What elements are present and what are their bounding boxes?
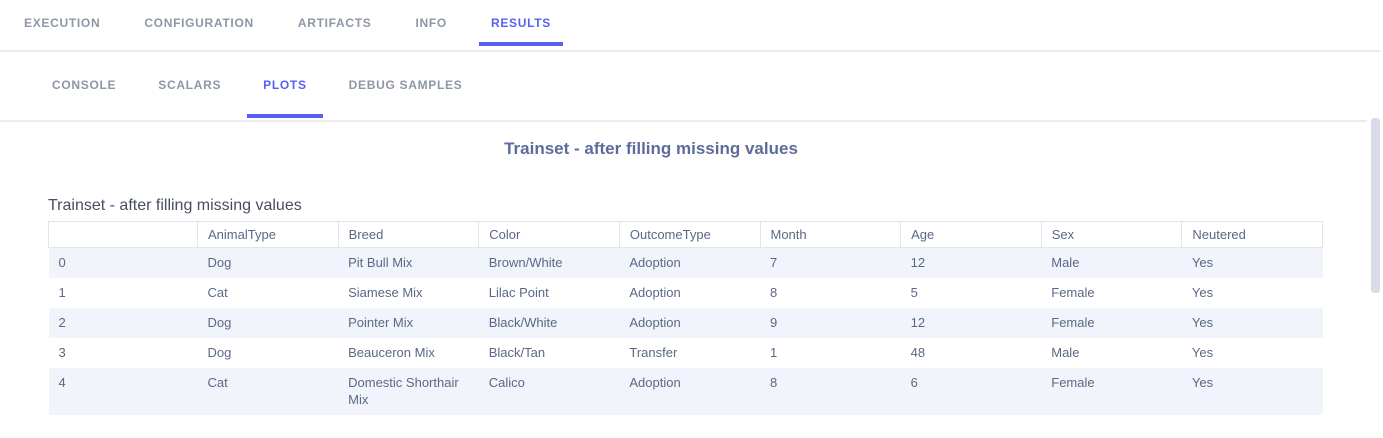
table-cell: 12: [910, 255, 926, 270]
tab-label: INFO: [415, 16, 447, 30]
plots-content: Trainset - after filling missing values …: [0, 139, 1383, 415]
column-header-sex: Sex: [1040, 221, 1183, 248]
table-cell: 5: [910, 285, 918, 300]
divider: [0, 50, 1380, 52]
table-cell: Domestic Shorthair Mix: [348, 375, 459, 407]
tab-label: DEBUG SAMPLES: [348, 78, 463, 92]
column-header-outcometype: OutcomeType: [618, 221, 761, 248]
table-cell: 1: [770, 345, 778, 360]
table-cell: 0: [58, 255, 66, 270]
table-row: 4 Cat Domestic Shorthair Mix Calico Adoption…: [48, 368, 1323, 415]
column-header-index: [48, 221, 198, 248]
tab-results[interactable]: RESULTS: [478, 0, 563, 46]
table-cell: Dog: [207, 315, 232, 330]
table-cell: Female: [1051, 375, 1095, 390]
table-title: Trainset - after filling missing values: [48, 197, 302, 214]
table-cell: 48: [910, 345, 926, 360]
tab-console[interactable]: CONSOLE: [36, 52, 132, 118]
table-cell: 6: [910, 375, 918, 390]
table-cell: Adoption: [629, 315, 681, 330]
table-cell: Yes: [1191, 375, 1214, 390]
table-cell: Siamese Mix: [348, 285, 423, 300]
column-header-color: Color: [478, 221, 620, 248]
table-cell: Pointer Mix: [348, 315, 414, 330]
table-cell: 9: [770, 315, 778, 330]
table-cell: Yes: [1191, 255, 1214, 270]
plot-title: Trainset - after filling missing values: [504, 139, 798, 158]
table-cell: Male: [1051, 345, 1080, 360]
table-cell: 8: [770, 375, 778, 390]
table-cell: 12: [910, 315, 926, 330]
table-cell: Yes: [1191, 315, 1214, 330]
vertical-scrollbar-thumb[interactable]: [1371, 118, 1380, 293]
table-cell: 7: [770, 255, 778, 270]
column-header-animaltype: AnimalType: [197, 221, 339, 248]
table-body: 0 Dog Pit Bull Mix Brown/White Adoption 7 12 Ma…: [48, 247, 1323, 415]
table-cell: Transfer: [629, 345, 678, 360]
tab-label: CONFIGURATION: [144, 16, 254, 30]
results-table: AnimalType Breed Color OutcomeType Month…: [48, 221, 1323, 415]
table-cell: Black/Tan: [488, 345, 546, 360]
column-header-breed: Breed: [337, 221, 480, 248]
tab-artifacts[interactable]: ARTIFACTS: [286, 0, 384, 46]
table-cell: Black/White: [488, 315, 558, 330]
table-cell: Dog: [207, 255, 232, 270]
table-cell: 3: [58, 345, 66, 360]
table-header: AnimalType Breed Color OutcomeType Month…: [48, 221, 1323, 248]
table-cell: Female: [1051, 285, 1095, 300]
table-cell: Yes: [1191, 285, 1214, 300]
tab-label: SCALARS: [158, 78, 222, 92]
tab-label: EXECUTION: [24, 16, 101, 30]
tab-info[interactable]: INFO: [404, 0, 459, 46]
column-header-neutered: Neutered: [1181, 221, 1323, 248]
table-cell: Male: [1051, 255, 1080, 270]
divider: [0, 120, 1367, 122]
table-cell: Adoption: [629, 285, 681, 300]
table-cell: Lilac Point: [488, 285, 549, 300]
tab-scalars[interactable]: SCALARS: [142, 52, 237, 118]
table-cell: Beauceron Mix: [348, 345, 435, 360]
column-header-month: Month: [759, 221, 902, 248]
table-cell: Cat: [207, 375, 228, 390]
table-cell: Female: [1051, 315, 1095, 330]
tab-execution[interactable]: EXECUTION: [12, 0, 112, 46]
table-cell: 4: [58, 375, 66, 390]
tab-plots[interactable]: PLOTS: [247, 52, 323, 118]
table-cell: Yes: [1191, 345, 1214, 360]
table-cell: Adoption: [629, 255, 681, 270]
secondary-tab-bar: CONSOLE SCALARS PLOTS DEBUG SAMPLES: [0, 52, 1383, 118]
column-header-age: Age: [900, 221, 1042, 248]
table-cell: Brown/White: [488, 255, 563, 270]
table-cell: 2: [58, 315, 66, 330]
table-cell: Calico: [488, 375, 525, 390]
tab-label: CONSOLE: [52, 78, 117, 92]
table-row: 1 Cat Siamese Mix Lilac Point Adoption 8 5 Fema…: [49, 278, 1323, 308]
plot-table-widget: Trainset - after filling missing values …: [48, 197, 1383, 415]
table-row: 0 Dog Pit Bull Mix Brown/White Adoption 7 12 Ma…: [48, 247, 1323, 278]
table-cell: 8: [770, 285, 778, 300]
tab-debug-samples[interactable]: DEBUG SAMPLES: [333, 52, 479, 118]
table-row: 2 Dog Pointer Mix Black/White Adoption 9 12 Fem…: [48, 308, 1323, 338]
tab-label: RESULTS: [490, 16, 551, 30]
primary-tab-bar: EXECUTION CONFIGURATION ARTIFACTS INFO R…: [0, 0, 1383, 46]
table-cell: Adoption: [629, 375, 681, 390]
table-row: 3 Dog Beauceron Mix Black/Tan Transfer 1 48 Mal…: [49, 338, 1323, 368]
table-cell: Cat: [207, 285, 228, 300]
tab-configuration[interactable]: CONFIGURATION: [132, 0, 266, 46]
table-cell: Pit Bull Mix: [348, 255, 413, 270]
table-cell: 1: [58, 285, 66, 300]
table-cell: Dog: [207, 345, 232, 360]
tab-label: ARTIFACTS: [297, 16, 372, 30]
table-header-row: AnimalType Breed Color OutcomeType Month…: [48, 221, 1323, 248]
tab-label: PLOTS: [263, 78, 307, 92]
